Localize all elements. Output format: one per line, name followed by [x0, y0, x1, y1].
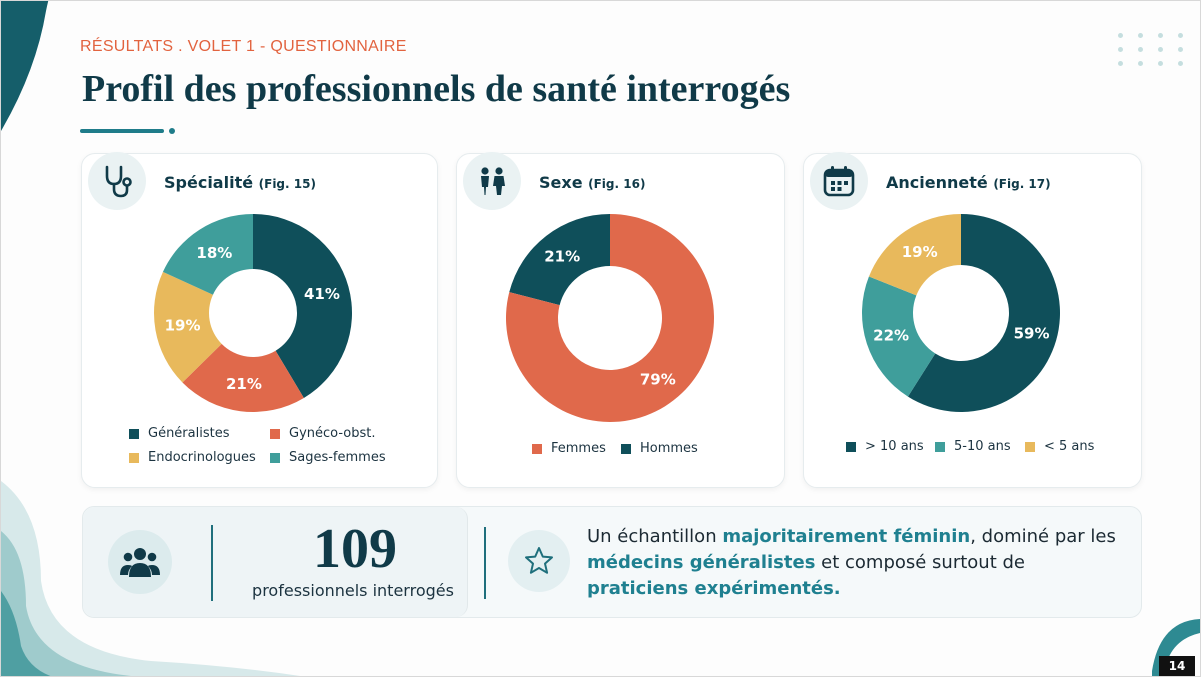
- star-icon: [508, 530, 570, 592]
- donut-slice-5-10-ans: [862, 276, 936, 397]
- legend-item-plus-10-ans: > 10 ans: [846, 439, 924, 454]
- legend-swatch: [532, 443, 542, 454]
- donut-data-label: 21%: [544, 247, 580, 265]
- legend-label: > 10 ans: [865, 439, 924, 454]
- legend-label: Généralistes: [148, 426, 230, 441]
- legend-item-generalistes: Généralistes: [129, 426, 230, 441]
- donut-slice-gyn-co-obst-: [182, 343, 304, 412]
- people-pair-icon: [463, 152, 521, 210]
- summary-highlight: majoritairement féminin: [722, 526, 971, 547]
- legend-swatch: [846, 441, 856, 452]
- donut-chart-sexe: 21% 79%: [506, 214, 714, 422]
- calendar-icon: [810, 152, 868, 210]
- legend-item-moins-5-ans: < 5 ans: [1025, 439, 1094, 454]
- donut-chart-specialite: 41% 21% 19% 18%: [153, 214, 352, 412]
- summary-highlight: praticiens expérimentés: [587, 578, 834, 599]
- respondent-count: 109: [313, 518, 397, 580]
- card-title-anciennete: Ancienneté (Fig. 17): [886, 173, 1051, 192]
- respondent-count-box: 109 professionnels interrogés: [83, 507, 468, 617]
- summary-band: 109 professionnels interrogés Un échanti…: [82, 506, 1142, 618]
- legend-label: < 5 ans: [1044, 439, 1095, 454]
- legend-swatch: [1025, 441, 1035, 452]
- section-eyebrow: RÉSULTATS . VOLET 1 - QUESTIONNAIRE: [80, 38, 407, 55]
- donut-data-label: 19%: [902, 243, 938, 261]
- donut-slice--5-ans: [868, 214, 961, 296]
- figure-ref: (Fig. 16): [588, 177, 646, 191]
- summary-text-part: , dominé par les: [970, 526, 1116, 547]
- donut-data-label: 41%: [304, 285, 340, 303]
- wave-decoration: [1, 481, 301, 676]
- legend-item-sages-femmes: Sages-femmes: [270, 450, 386, 465]
- summary-text-part: Un échantillon: [587, 526, 723, 547]
- donut-data-label: 59%: [1014, 325, 1050, 343]
- respondent-count-label: professionnels interrogés: [252, 581, 454, 600]
- legend-swatch: [129, 452, 139, 463]
- separator-line: [211, 525, 213, 601]
- figure-ref: (Fig. 17): [993, 177, 1051, 191]
- legend-swatch: [935, 441, 945, 452]
- donut-slice-hommes: [509, 214, 610, 306]
- chart-card-anciennete: Ancienneté (Fig. 17) 59% 22% 19% > 10 ans …: [803, 152, 1142, 488]
- chart-card-sexe: Sexe (Fig. 16) 21% 79% Femmes Hommes: [456, 152, 785, 488]
- legend-item-endocrinologues: Endocrinologues: [129, 450, 256, 465]
- figure-ref: (Fig. 15): [258, 177, 316, 191]
- legend-item-femmes: Femmes: [532, 441, 606, 456]
- chart-card-specialite: Spécialité (Fig. 15) 41% 21% 19% 18% Généra…: [81, 152, 438, 488]
- summary-highlight: médecins généralistes: [587, 552, 816, 573]
- donut-data-label: 19%: [165, 316, 201, 334]
- legend-label: Hommes: [640, 441, 698, 456]
- legend-item-gyneco: Gynéco-obst.: [270, 426, 376, 441]
- title-underline: [80, 129, 164, 133]
- legend-swatch: [621, 443, 631, 454]
- donut-slice-g-n-ralistes: [253, 214, 352, 398]
- card-title-specialite: Spécialité (Fig. 15): [164, 173, 316, 192]
- card-title-text: Spécialité: [164, 173, 254, 192]
- page-number: 14: [1159, 656, 1195, 676]
- card-title-sexe: Sexe (Fig. 16): [539, 173, 645, 192]
- donut-data-label: 22%: [873, 327, 909, 345]
- legend-item-5-10-ans: 5-10 ans: [935, 439, 1011, 454]
- legend-anciennete: > 10 ans 5-10 ans < 5 ans: [846, 439, 1136, 459]
- donut-slice-endocrinologues: [153, 271, 222, 383]
- donut-slice-sages-femmes: [162, 214, 253, 295]
- corner-decoration: [1, 1, 49, 131]
- title-underline-dot: [169, 128, 175, 134]
- legend-label: Endocrinologues: [148, 450, 256, 465]
- stethoscope-icon: [88, 152, 146, 210]
- dot-grid-decoration: [1118, 33, 1186, 66]
- card-title-text: Ancienneté: [886, 173, 988, 192]
- legend-sexe: Femmes Hommes: [532, 441, 752, 461]
- legend-label: Femmes: [551, 441, 606, 456]
- separator-line: [484, 527, 486, 599]
- summary-text-part: .: [833, 578, 841, 599]
- legend-label: Sages-femmes: [289, 450, 386, 465]
- donut-data-label: 21%: [226, 375, 262, 393]
- donut-slice-femmes: [506, 214, 714, 422]
- legend-swatch: [270, 428, 280, 439]
- summary-text-part: et composé surtout de: [815, 552, 1025, 573]
- donut-slice--10-ans: [907, 214, 1060, 412]
- people-group-icon: [108, 530, 172, 594]
- card-title-text: Sexe: [539, 173, 583, 192]
- page-title: Profil des professionnels de santé inter…: [82, 68, 791, 110]
- legend-label: 5-10 ans: [954, 439, 1011, 454]
- donut-data-label: 79%: [640, 371, 676, 389]
- legend-item-hommes: Hommes: [621, 441, 698, 456]
- summary-text: Un échantillon majoritairement féminin, …: [587, 524, 1127, 602]
- donut-chart-anciennete: 59% 22% 19%: [862, 214, 1060, 412]
- legend-swatch: [129, 428, 139, 439]
- donut-data-label: 18%: [196, 244, 232, 262]
- legend-label: Gynéco-obst.: [289, 426, 376, 441]
- legend-specialite: Généralistes Gynéco-obst. Endocrinologue…: [129, 426, 429, 471]
- legend-swatch: [270, 452, 280, 463]
